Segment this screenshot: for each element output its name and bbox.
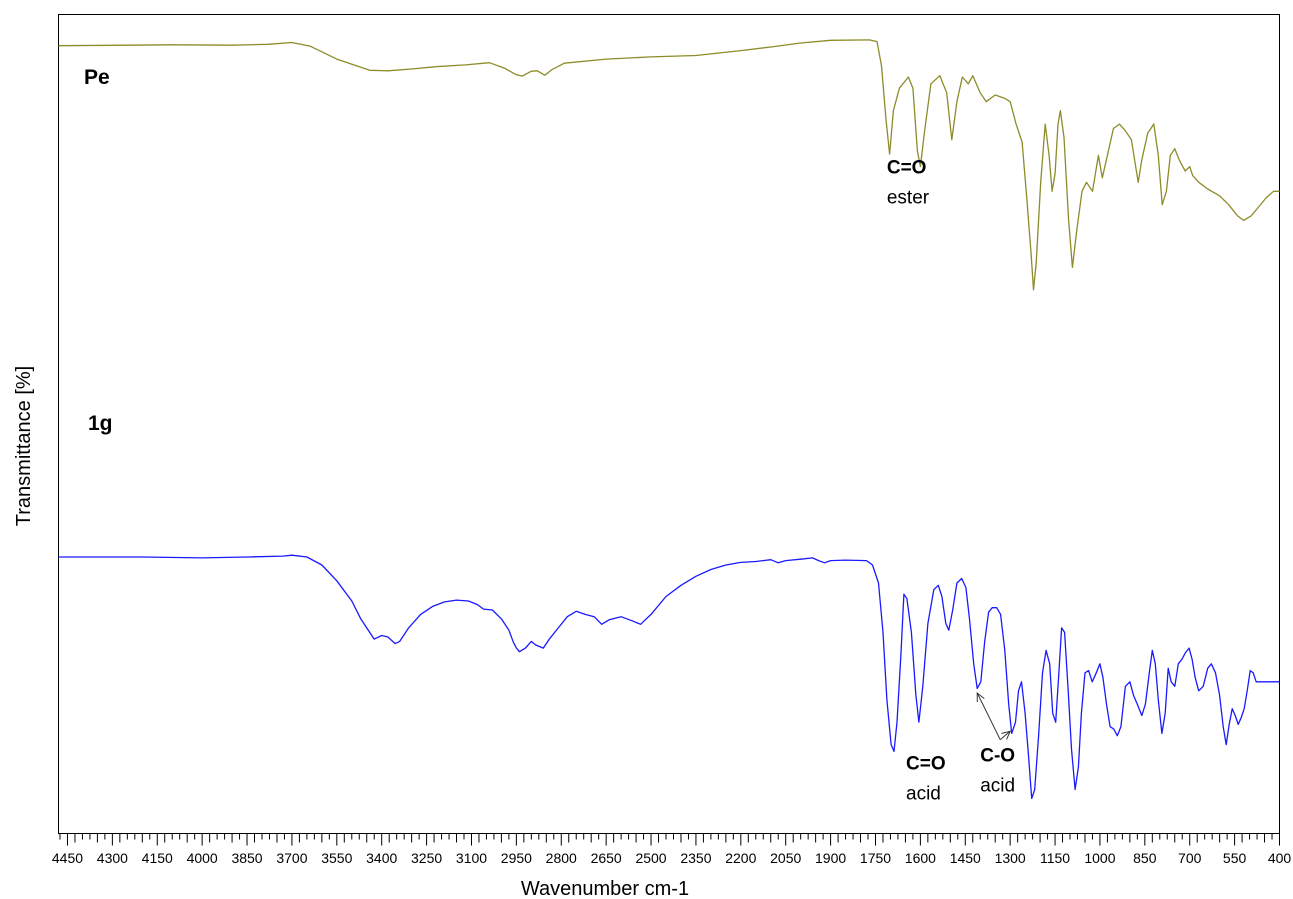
x-tick-label: 3700 bbox=[276, 850, 307, 866]
series-line-1g bbox=[58, 554, 1280, 800]
series-labels: Pe 1g bbox=[84, 66, 113, 435]
x-tick-label: 1600 bbox=[905, 850, 936, 866]
x-tick-label: 4300 bbox=[97, 850, 128, 866]
x-tick-label: 3250 bbox=[411, 850, 442, 866]
x-tick-label: 550 bbox=[1223, 850, 1247, 866]
annotation-0-line1: C=O bbox=[887, 157, 927, 178]
x-tick-label: 700 bbox=[1178, 850, 1202, 866]
series-label-1g: 1g bbox=[88, 412, 113, 435]
annotation-arrow-head bbox=[976, 691, 985, 703]
x-tick-label: 2050 bbox=[770, 850, 801, 866]
annotation-1-line1: C=O bbox=[906, 753, 946, 774]
annotation-0-line2: ester bbox=[887, 187, 930, 208]
annotation-arrow-line bbox=[999, 730, 1011, 741]
x-tick-label: 4150 bbox=[142, 850, 173, 866]
x-axis-title: Wavenumber cm-1 bbox=[521, 878, 689, 899]
x-axis-tick-labels: 4450 4300 4150 4000 3850 3700 3550 3400 3250 3100… bbox=[52, 850, 1291, 866]
annotation-arrow-head bbox=[1001, 730, 1012, 740]
annotation-arrow-line bbox=[976, 692, 1001, 740]
x-tick-label: 3100 bbox=[456, 850, 487, 866]
x-tick-label: 1150 bbox=[1040, 850, 1070, 866]
x-tick-label: 3550 bbox=[321, 850, 352, 866]
x-tick-label: 2350 bbox=[680, 850, 711, 866]
x-tick-label: 3850 bbox=[231, 850, 262, 866]
annotations: C=O ester C=O acid C-O acid bbox=[887, 157, 1015, 804]
x-tick-label: 2800 bbox=[546, 850, 577, 866]
series-label-pe: Pe bbox=[84, 66, 110, 89]
x-tick-label: 4450 bbox=[52, 850, 83, 866]
x-tick-label: 3400 bbox=[366, 850, 397, 866]
series-group bbox=[58, 39, 1280, 800]
x-tick-label: 1900 bbox=[815, 850, 846, 866]
plot-frame bbox=[58, 14, 1280, 834]
x-tick-label: 1000 bbox=[1084, 850, 1115, 866]
x-tick-label: 2500 bbox=[635, 850, 666, 866]
x-tick-label: 2200 bbox=[725, 850, 756, 866]
x-tick-label: 400 bbox=[1268, 850, 1292, 866]
x-axis-ticks bbox=[59, 833, 1280, 846]
annotation-2-line1: C-O bbox=[980, 746, 1015, 767]
x-tick-label: 1750 bbox=[860, 850, 891, 866]
y-axis-title: Transmittance [%] bbox=[13, 366, 35, 526]
x-tick-label: 4000 bbox=[187, 850, 218, 866]
series-line-pe bbox=[58, 39, 1280, 291]
x-tick-label: 1450 bbox=[950, 850, 981, 866]
annotation-1-line2: acid bbox=[906, 783, 941, 804]
x-tick-label: 1300 bbox=[995, 850, 1026, 866]
x-tick-label: 850 bbox=[1133, 850, 1157, 866]
x-tick-label: 2950 bbox=[501, 850, 532, 866]
x-tick-label: 2650 bbox=[591, 850, 622, 866]
annotation-2-line2: acid bbox=[980, 776, 1015, 797]
